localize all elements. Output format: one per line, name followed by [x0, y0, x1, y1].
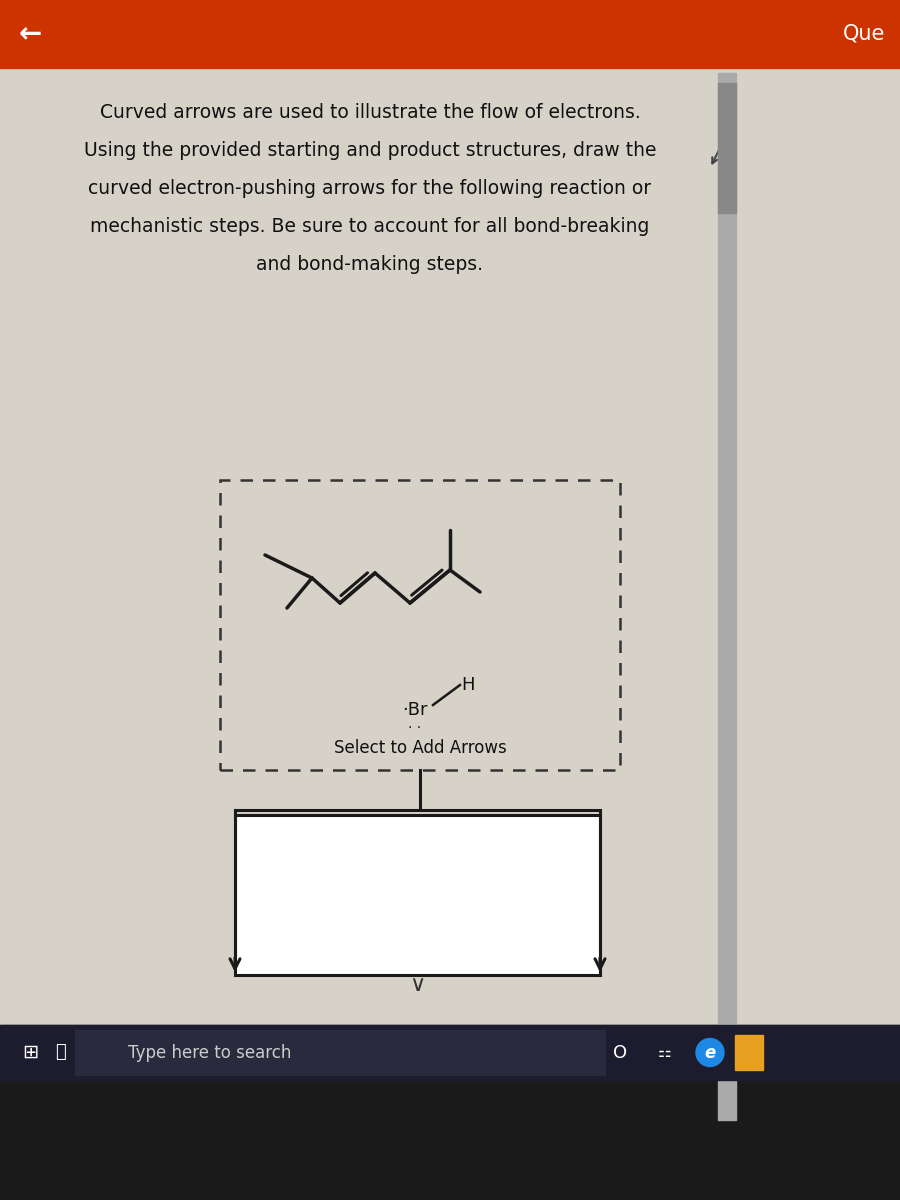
- Text: ←: ←: [18, 20, 41, 48]
- Bar: [0, 1025, 900, 1200]
- Text: · ·: · ·: [409, 721, 421, 734]
- Text: ⊞: ⊞: [22, 1043, 38, 1062]
- Bar: [0, 1025, 900, 1080]
- Bar: [0, 0, 900, 68]
- Bar: [718, 73, 736, 1120]
- Text: Using the provided starting and product structures, draw the: Using the provided starting and product …: [84, 140, 656, 160]
- Bar: [75, 1030, 605, 1075]
- Text: mechanistic steps. Be sure to account for all bond-breaking: mechanistic steps. Be sure to account fo…: [90, 217, 650, 236]
- Bar: [220, 480, 620, 770]
- Bar: [235, 815, 600, 974]
- Text: Type here to search: Type here to search: [129, 1044, 292, 1062]
- Text: e: e: [705, 1044, 716, 1062]
- Text: Curved arrows are used to illustrate the flow of electrons.: Curved arrows are used to illustrate the…: [100, 103, 641, 122]
- Circle shape: [696, 1038, 724, 1067]
- Text: ∨: ∨: [410, 974, 426, 995]
- Text: Select to Add Arrows: Select to Add Arrows: [334, 739, 507, 757]
- Text: ⌕: ⌕: [55, 1044, 66, 1062]
- Text: Que: Que: [842, 24, 885, 44]
- Text: ·Br: ·Br: [402, 701, 428, 719]
- Bar: [735, 1034, 763, 1070]
- Text: curved electron-pushing arrows for the following reaction or: curved electron-pushing arrows for the f…: [88, 179, 652, 198]
- Text: O: O: [613, 1044, 627, 1062]
- Text: H: H: [461, 676, 475, 694]
- Bar: [718, 83, 736, 214]
- Text: and bond-making steps.: and bond-making steps.: [256, 254, 483, 274]
- Text: ⚏: ⚏: [658, 1045, 671, 1060]
